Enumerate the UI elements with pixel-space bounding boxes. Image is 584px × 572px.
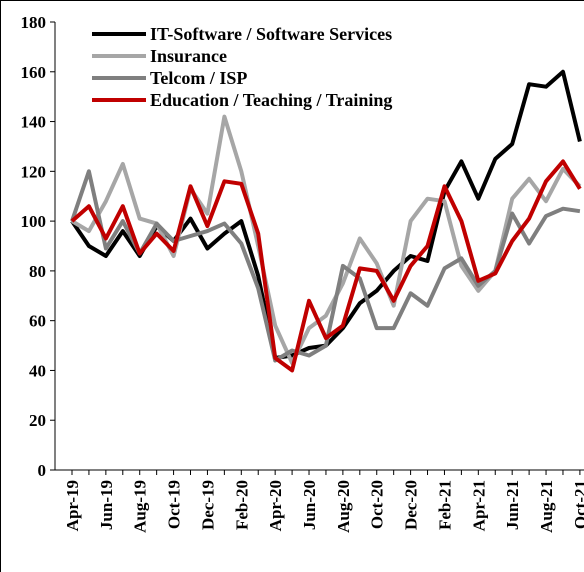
x-tick-label: Apr-20: [266, 480, 285, 531]
legend-label: Insurance: [150, 46, 227, 66]
y-tick-label: 160: [21, 63, 47, 82]
x-tick-label: Dec-19: [198, 480, 217, 530]
x-tick-label: Oct-19: [165, 480, 184, 529]
legend-label: Telcom / ISP: [150, 68, 247, 88]
x-tick-label: Aug-19: [131, 480, 150, 533]
x-tick-label: Feb-20: [232, 480, 251, 530]
legend-label: Education / Teaching / Training: [150, 90, 392, 110]
x-tick-label: Apr-19: [63, 480, 82, 531]
x-tick-label: Jun-21: [503, 480, 522, 530]
y-tick-label: 140: [21, 113, 47, 132]
x-tick-label: Aug-21: [537, 480, 556, 533]
x-tick-label: Jun-19: [97, 480, 116, 530]
y-tick-label: 180: [21, 13, 47, 32]
y-tick-label: 120: [21, 162, 47, 181]
y-tick-label: 60: [29, 312, 46, 331]
series-line: [70, 169, 581, 363]
x-tick-label: Dec-20: [402, 480, 421, 530]
x-tick-label: Jun-20: [300, 480, 319, 530]
x-tick-label: Oct-20: [368, 480, 387, 529]
x-tick-label: Oct-21: [571, 480, 584, 529]
y-tick-label: 100: [21, 212, 47, 231]
series-line: [70, 159, 582, 373]
legend-label: IT-Software / Software Services: [150, 24, 392, 44]
x-tick-label: Aug-20: [334, 480, 353, 533]
x-tick-label: Apr-21: [469, 480, 488, 531]
x-tick-label: Feb-21: [435, 480, 454, 530]
y-tick-label: 80: [29, 262, 46, 281]
y-tick-label: 0: [38, 461, 47, 480]
y-tick-label: 40: [29, 361, 46, 380]
y-tick-label: 20: [29, 411, 46, 430]
